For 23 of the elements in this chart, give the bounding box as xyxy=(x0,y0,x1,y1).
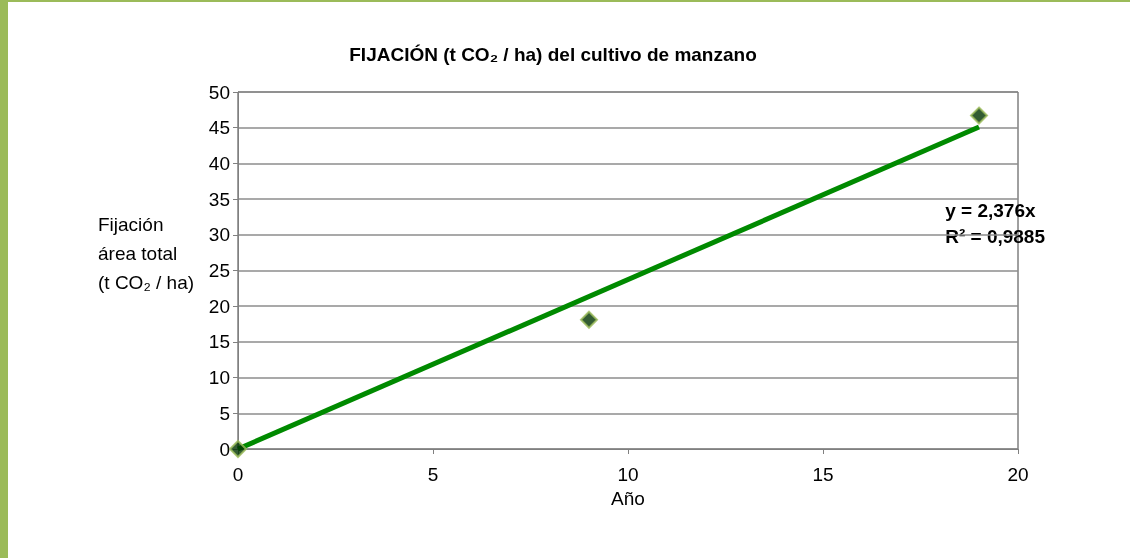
y-tick-label: 25 xyxy=(208,260,230,281)
x-tick-label: 15 xyxy=(812,464,834,485)
point xyxy=(970,106,988,125)
y-tick-label: 50 xyxy=(208,81,230,103)
point xyxy=(229,440,247,458)
y-tick-label: 20 xyxy=(208,295,230,317)
y-tick-label: 0 xyxy=(219,438,230,460)
x-tick-label: 10 xyxy=(617,464,639,485)
x-tick-label: 5 xyxy=(427,464,439,485)
y-tick-label: 35 xyxy=(208,188,230,210)
x-tick-label: 0 xyxy=(232,464,244,485)
y-tick-label: 10 xyxy=(208,367,230,389)
y-tick-label: 45 xyxy=(208,117,230,139)
point xyxy=(580,310,598,329)
chart-title: FIJACIÓN (t CO₂ / ha) del cultivo de manzano xyxy=(349,44,757,65)
annotation: y = 2,376x R² = 0,9885 xyxy=(945,199,1046,247)
x-tick-label: 20 xyxy=(1007,464,1029,485)
y-tick-label: 40 xyxy=(208,152,230,174)
x-axis-title: Año xyxy=(611,488,645,509)
y-axis-title: Fijación área total (t CO₂ / ha) xyxy=(98,214,195,293)
y-tick-label: 30 xyxy=(208,224,230,246)
y-tick-label: 5 xyxy=(219,402,230,424)
y-tick-label: 15 xyxy=(208,331,230,353)
